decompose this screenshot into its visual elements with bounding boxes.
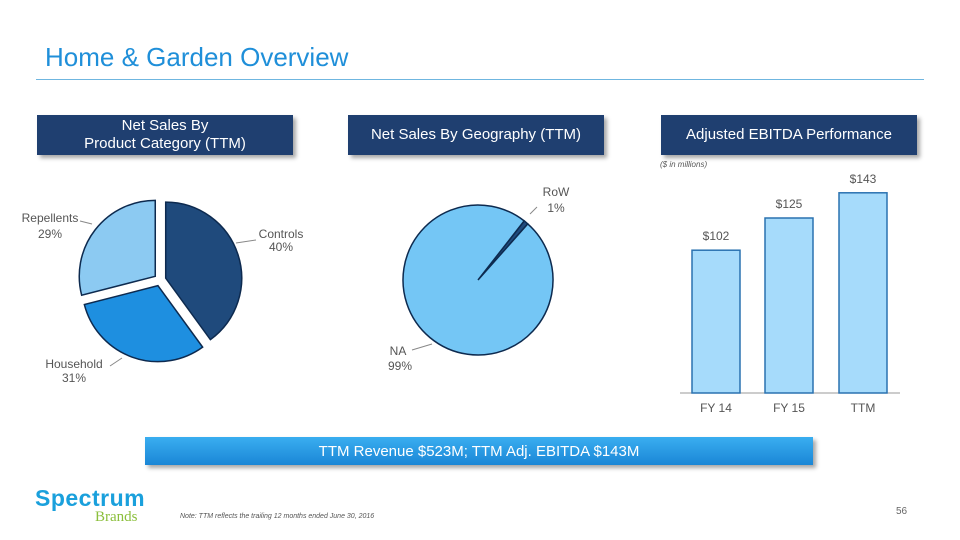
leader-line-row [529, 206, 538, 215]
logo-text-top: Spectrum [35, 485, 146, 511]
spectrum-brands-logo: Spectrum Brands [35, 485, 146, 525]
bar-value-label: $125 [776, 197, 803, 211]
slice-pct-controls: 40% [269, 240, 293, 254]
bar-value-label: $102 [703, 229, 730, 243]
leader-line-repellents [79, 220, 93, 225]
pie-slice-repellents [78, 199, 157, 297]
leader-line-household [109, 357, 123, 367]
x-tick-label: TTM [851, 401, 876, 415]
category-chart-header: Net Sales By Product Category (TTM) [37, 115, 293, 155]
slice-pct-household: 31% [62, 371, 86, 385]
slice-label-repellents: Repellents [22, 211, 79, 225]
x-tick-label: FY 15 [773, 401, 805, 415]
leader-line-controls [235, 239, 257, 244]
logo-text-bottom: Brands [95, 509, 138, 525]
ebitda-bar [838, 192, 888, 394]
leader-line-na [411, 343, 433, 351]
ebitda-bar [764, 217, 814, 394]
pie-slice-controls [164, 201, 243, 341]
page-number: 56 [896, 506, 908, 517]
slice-pct-na: 99% [388, 359, 412, 373]
slice-label-controls: Controls [259, 227, 304, 241]
category-header-line2: Product Category (TTM) [84, 135, 246, 152]
ebitda-chart-header: Adjusted EBITDA Performance [661, 115, 917, 155]
category-header-line1: Net Sales By [121, 117, 209, 134]
footnote: Note: TTM reflects the trailing 12 month… [180, 513, 375, 520]
bar-value-label: $143 [850, 172, 877, 186]
slice-pct-repellents: 29% [38, 227, 62, 241]
ebitda-bar [691, 249, 741, 394]
page-title: Home & Garden Overview [45, 42, 349, 72]
pie-slice-household [83, 284, 204, 363]
x-tick-label: FY 14 [700, 401, 732, 415]
slice-label-row: RoW [543, 185, 570, 199]
slice-label-household: Household [45, 357, 102, 371]
slice-pct-row: 1% [547, 201, 565, 215]
summary-banner: TTM Revenue $523M; TTM Adj. EBITDA $143M [145, 437, 813, 465]
title-divider [36, 79, 924, 80]
units-note: ($ in millions) [660, 160, 708, 169]
pie-slice-na [402, 204, 554, 356]
geography-chart-header: Net Sales By Geography (TTM) [348, 115, 604, 155]
slice-label-na: NA [390, 344, 407, 358]
